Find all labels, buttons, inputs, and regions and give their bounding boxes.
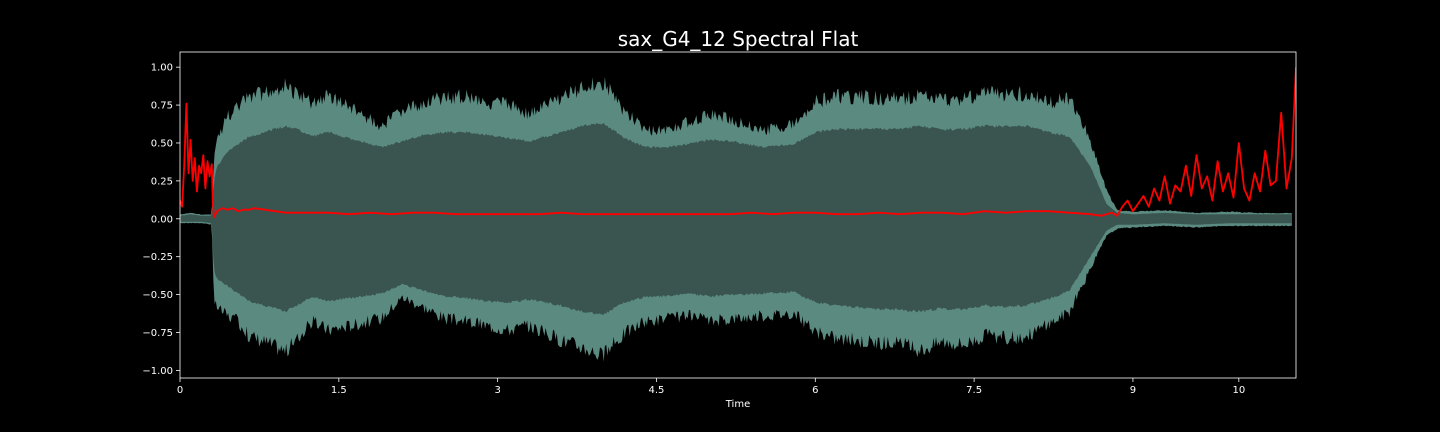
y-tick-label: −1.00 — [142, 366, 173, 377]
spectral-flatness-line — [180, 67, 1296, 219]
chart-title: sax_G4_12 Spectral Flat — [618, 27, 859, 51]
y-tick-label: −0.50 — [142, 290, 173, 301]
x-axis-label: Time — [725, 399, 750, 410]
y-tick-label: 0.00 — [151, 214, 173, 225]
x-tick-label: 10 — [1232, 385, 1245, 396]
axes: 1.00 0.75 0.50 0.25 0.00 −0.25 −0.50 −0.75 −1.00… — [142, 51, 1297, 396]
waveform-envelope-inner — [180, 123, 1292, 315]
plot-frame — [179, 51, 1297, 379]
plot-area — [180, 67, 1296, 362]
y-tick-label: 1.00 — [151, 63, 173, 74]
y-tick-label: 0.25 — [151, 176, 173, 187]
x-tick-label: 1.5 — [331, 385, 347, 396]
y-tick-label: −0.75 — [142, 328, 173, 339]
x-tick-label: 6 — [812, 385, 818, 396]
x-tick-label: 0 — [177, 385, 183, 396]
x-tick-label: 9 — [1130, 385, 1136, 396]
x-tick-label: 7.5 — [966, 385, 982, 396]
plot-clipped-group — [180, 67, 1296, 362]
y-tick-label: −0.25 — [142, 252, 173, 263]
y-tick-label: 0.75 — [151, 101, 173, 112]
y-tick-label: 0.50 — [151, 138, 173, 149]
x-tick-label: 3 — [494, 385, 500, 396]
x-tick-label: 4.5 — [649, 385, 665, 396]
